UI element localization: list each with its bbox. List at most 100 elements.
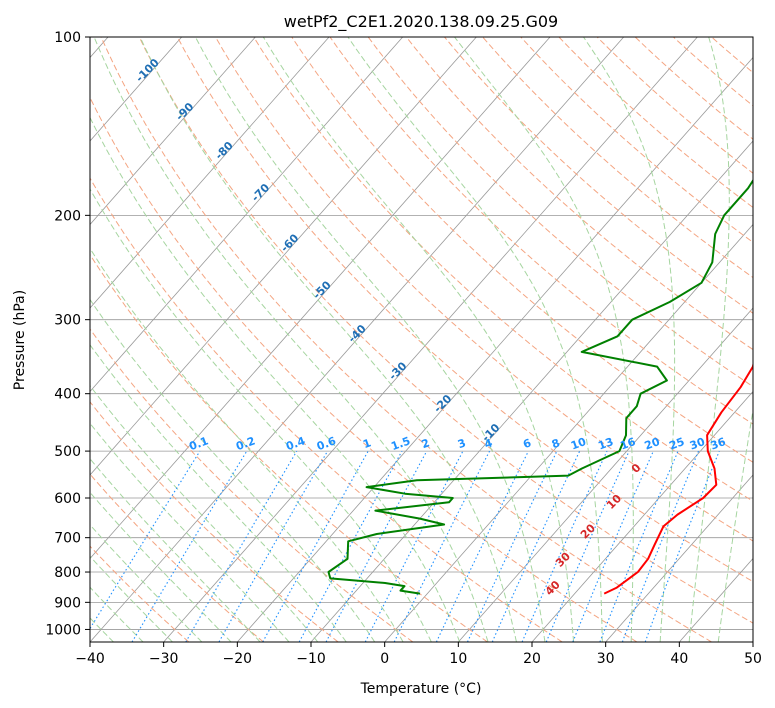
dry-adiabat (176, 37, 753, 583)
x-tick-label: 20 (523, 651, 541, 667)
mixing-ratio-line (393, 450, 491, 642)
x-axis-ticks: −40 −30 −20 −10 0 10 20 30 40 50 (75, 642, 762, 667)
dry-adiabat (253, 37, 753, 502)
y-tick-label: 1000 (45, 622, 81, 638)
mixing-ratio-label: 36 (709, 435, 728, 453)
dry-adiabat (215, 37, 753, 542)
dry-adiabat (90, 473, 264, 642)
moist-adiabat (139, 37, 517, 642)
dry-adiabat (329, 37, 753, 425)
dewpoint-profile (327, 178, 753, 595)
y-axis-label: Pressure (hPa) (12, 290, 28, 390)
x-tick-label: −40 (75, 651, 105, 667)
mixing-ratio-line (262, 450, 369, 642)
isotherm (90, 37, 256, 226)
y-tick-label: 200 (54, 208, 81, 224)
x-tick-label: 30 (597, 651, 615, 667)
isotherm (384, 223, 753, 642)
mixing-ratio-label: 8 (550, 436, 562, 451)
isotherm (163, 37, 698, 642)
mixing-ratio-label: 0.6 (315, 434, 338, 453)
moist-adiabat (194, 37, 546, 642)
isotherm (752, 641, 753, 642)
plot-background (90, 37, 753, 642)
y-tick-label: 300 (54, 313, 81, 329)
dry-adiabat (90, 253, 488, 642)
mixing-ratio-label: 2 (420, 436, 432, 451)
isotherm (458, 307, 753, 642)
moist-adiabat (454, 37, 634, 642)
dry-adiabat (444, 37, 753, 314)
moist-adiabat (262, 37, 575, 642)
moist-adiabat (90, 384, 319, 642)
isotherm (90, 37, 625, 642)
moist-adiabat (90, 422, 290, 642)
moist-adiabat (717, 407, 753, 642)
y-tick-label: 500 (54, 444, 81, 460)
temperature-profile (603, 361, 753, 595)
grid-layer (90, 37, 753, 642)
y-tick-label: 100 (54, 30, 81, 46)
mixing-ratio-label: 4 (483, 436, 495, 451)
x-axis-label: Temperature (°C) (360, 681, 482, 697)
x-tick-label: 50 (744, 651, 762, 667)
plot-frame (89, 36, 754, 643)
x-tick-label: −10 (296, 651, 326, 667)
mixing-ratio-label: 30 (688, 435, 707, 453)
moist-adiabat (583, 37, 676, 642)
dry-adiabat (90, 401, 339, 642)
chart-title: wetPf2_C2E1.2020.138.09.25.G09 (284, 12, 558, 32)
mixing-ratio-line (325, 450, 428, 642)
mixing-ratio-label: 16 (618, 435, 637, 453)
y-tick-label: 900 (54, 595, 81, 611)
isotherm (531, 390, 753, 642)
x-tick-label: −20 (223, 651, 253, 667)
mixing-ratio-label: 0.1 (187, 434, 210, 453)
moist-adiabat (688, 37, 730, 642)
dry-adiabat (367, 37, 753, 388)
isotherm (90, 37, 477, 476)
moist-adiabat (90, 188, 432, 642)
mixing-ratio-label: 13 (596, 435, 615, 452)
mixing-ratio-label: 3 (456, 436, 468, 451)
mixing-ratio-label: 1.5 (389, 434, 412, 453)
dry-adiabat (100, 37, 712, 642)
mixing-ratio-line (644, 450, 720, 642)
mixing-ratio-line (599, 450, 679, 642)
mixing-ratio-line (521, 450, 608, 642)
moist-adiabat (90, 491, 232, 642)
isotherm (90, 37, 404, 393)
mixing-ratio-label: 6 (521, 436, 533, 451)
mixing-ratio-label: 1 (361, 436, 373, 451)
y-tick-label: 600 (54, 491, 81, 507)
mixing-ratio-line (621, 450, 700, 642)
series-layer (327, 178, 753, 595)
moist-adiabat (93, 37, 489, 642)
mixing-ratio-label: 25 (667, 435, 686, 452)
mixing-ratio-label: 0.2 (234, 434, 257, 453)
y-axis-ticks: 100 200 300 400 500 600 700 800 900 1000 (45, 30, 90, 638)
x-tick-label: 10 (449, 651, 467, 667)
isotherm (237, 56, 753, 642)
dry-adiabat (90, 177, 563, 642)
x-tick-label: 40 (670, 651, 688, 667)
moist-adiabat (347, 37, 603, 642)
moist-adiabat (90, 458, 261, 642)
moist-adiabat (90, 555, 173, 642)
moist-adiabat (90, 586, 144, 642)
moist-adiabat (90, 247, 404, 642)
mixing-ratio-line (131, 450, 248, 642)
x-tick-label: −30 (149, 651, 179, 667)
mixing-ratio-line (545, 450, 630, 642)
isotherm (90, 37, 330, 309)
mixing-ratio-label: 10 (569, 435, 588, 453)
dry-adiabat (138, 37, 753, 624)
x-tick-label: 0 (380, 651, 389, 667)
mixing-ratio-line (90, 450, 201, 630)
y-tick-label: 400 (54, 387, 81, 403)
isotherm (90, 37, 183, 142)
y-tick-label: 800 (54, 565, 81, 581)
isotherm (605, 474, 753, 642)
moist-adiabat (90, 298, 376, 642)
